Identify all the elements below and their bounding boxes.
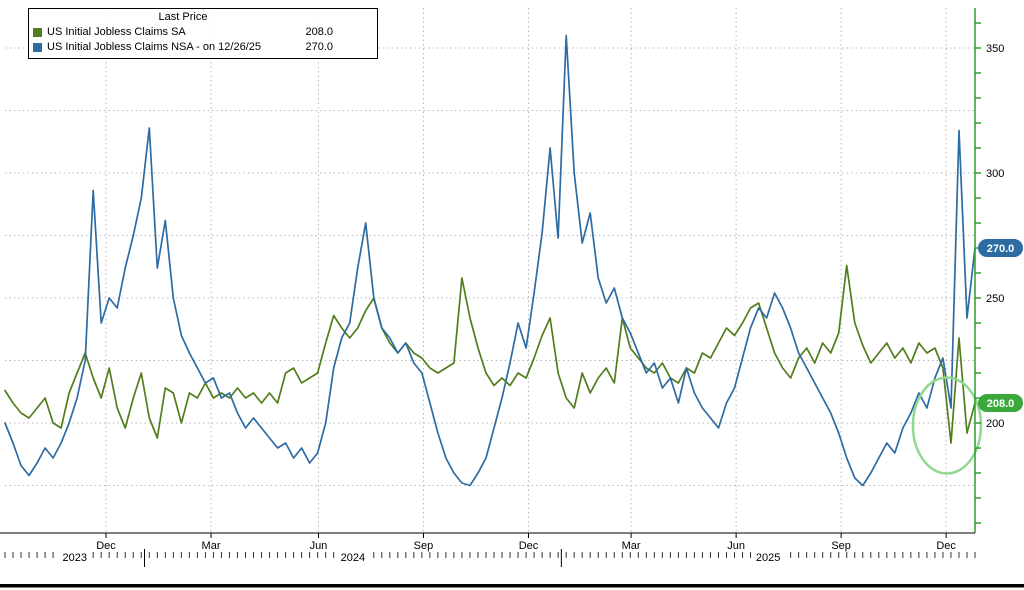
svg-text:Sep: Sep	[831, 540, 851, 552]
sa-series-swatch	[33, 28, 42, 37]
nsa-series-label: US Initial Jobless Claims NSA - on 12/26…	[47, 41, 261, 53]
svg-text:270.0: 270.0	[987, 243, 1015, 255]
sa-series-last-price: 208.0	[305, 26, 333, 38]
legend-row-sa: US Initial Jobless Claims SA 208.0	[33, 25, 333, 40]
svg-text:Jun: Jun	[727, 540, 745, 552]
svg-text:Mar: Mar	[202, 540, 221, 552]
svg-text:Sep: Sep	[414, 540, 434, 552]
svg-text:2024: 2024	[341, 552, 365, 564]
svg-text:Mar: Mar	[622, 540, 641, 552]
svg-text:Dec: Dec	[96, 540, 116, 552]
svg-text:Dec: Dec	[519, 540, 539, 552]
svg-text:Dec: Dec	[936, 540, 956, 552]
svg-text:2025: 2025	[756, 552, 780, 564]
nsa-series-swatch	[33, 43, 42, 52]
legend-title: Last Price	[158, 11, 208, 23]
svg-text:2023: 2023	[63, 552, 87, 564]
legend-row-nsa: US Initial Jobless Claims NSA - on 12/26…	[33, 40, 333, 55]
svg-text:300: 300	[986, 168, 1004, 180]
nsa-series-last-price: 270.0	[305, 41, 333, 53]
chart-legend: Last Price US Initial Jobless Claims SA …	[28, 8, 378, 59]
svg-text:200: 200	[986, 418, 1004, 430]
svg-text:208.0: 208.0	[987, 398, 1015, 410]
svg-text:350: 350	[986, 43, 1004, 55]
svg-text:250: 250	[986, 293, 1004, 305]
svg-text:Jun: Jun	[310, 540, 328, 552]
sa-series-label: US Initial Jobless Claims SA	[47, 26, 186, 38]
